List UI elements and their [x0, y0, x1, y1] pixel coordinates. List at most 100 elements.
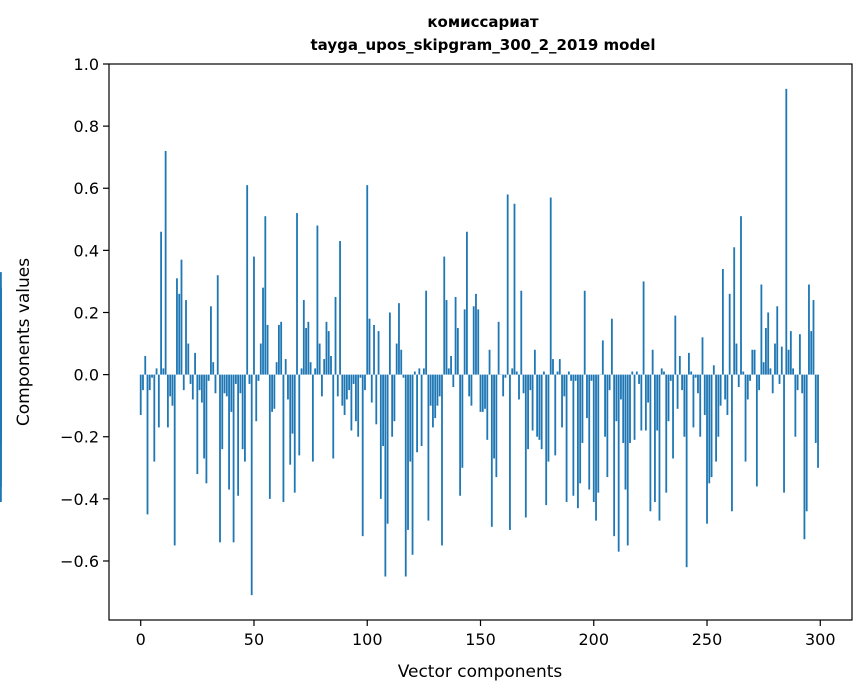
bar-146	[470, 374, 473, 406]
bar-89	[341, 374, 344, 406]
bar-229	[658, 374, 661, 521]
bar-66	[289, 374, 292, 465]
bar-31	[210, 306, 212, 375]
bar-131	[436, 374, 439, 406]
bar-205	[604, 374, 606, 437]
bar-176	[538, 374, 541, 440]
bar-71	[300, 368, 303, 375]
bar-74	[307, 321, 310, 375]
bar-4	[148, 374, 151, 391]
bar-217	[631, 371, 634, 375]
bar-226	[651, 349, 654, 375]
bar-277	[767, 312, 770, 375]
bar-133	[441, 374, 443, 546]
bar-24	[194, 352, 196, 375]
bar-220	[638, 374, 640, 384]
bar-93	[350, 374, 353, 431]
bar-231	[663, 371, 665, 375]
bar-83	[327, 331, 330, 375]
bar-18	[180, 259, 183, 375]
bar-45	[241, 374, 244, 450]
bar-172	[529, 374, 532, 391]
bar-163	[509, 374, 511, 530]
bar-239	[681, 374, 684, 391]
x-tick-label: 50	[244, 630, 264, 649]
bar-161	[504, 374, 507, 378]
bar-96	[357, 374, 360, 437]
bar-257	[721, 269, 724, 375]
bar-210	[615, 374, 618, 422]
bar-181	[549, 197, 552, 375]
bar-40	[230, 374, 233, 412]
bar-127	[427, 374, 430, 521]
bar-132	[438, 374, 441, 397]
bar-77	[314, 368, 317, 375]
bar-143	[463, 309, 466, 375]
bar-41	[232, 374, 235, 543]
y-tick-label: 0.2	[74, 303, 99, 322]
bar-292	[801, 374, 804, 394]
bar-129	[432, 374, 434, 428]
bar-233	[667, 374, 670, 422]
bar-269	[749, 374, 751, 381]
bar-68	[293, 374, 296, 493]
bar-103	[373, 324, 375, 375]
bar-6	[153, 374, 156, 462]
y-tick-label: −0.2	[60, 428, 99, 447]
bar-255	[717, 374, 720, 437]
bar-165	[513, 203, 516, 375]
x-tick-label: 150	[465, 630, 496, 649]
bar-135	[445, 300, 448, 375]
bar-33	[214, 374, 217, 394]
bar-25	[196, 374, 199, 475]
bar-160	[502, 374, 505, 397]
bar-166	[515, 371, 518, 375]
bar-193	[577, 374, 579, 509]
bar-79	[318, 343, 321, 375]
bar-10	[162, 368, 165, 375]
bar-214	[624, 374, 627, 490]
bar-102	[370, 374, 373, 403]
bar-7	[155, 368, 158, 375]
bar-5	[151, 374, 153, 378]
bar-299	[817, 374, 819, 468]
bar-212	[620, 374, 622, 400]
bar-252	[710, 374, 713, 478]
bar-158	[497, 321, 500, 375]
bar-195	[581, 374, 584, 443]
bar-26	[198, 374, 201, 391]
bar-265	[740, 216, 742, 375]
bar-60	[275, 362, 278, 375]
y-tick-label: 1.0	[74, 55, 99, 74]
bar-201	[595, 374, 597, 521]
bar-98	[361, 374, 364, 537]
bar-256	[719, 374, 722, 406]
bar-19	[182, 374, 185, 391]
x-tick-label: 200	[578, 630, 609, 649]
bar-245	[694, 374, 697, 378]
bar-267	[744, 374, 747, 462]
bar-117	[404, 374, 407, 577]
bar-188	[565, 374, 568, 502]
bar-126	[425, 290, 428, 375]
y-tick-label: 0.4	[74, 241, 99, 260]
bar-145	[468, 374, 471, 397]
bar-95	[355, 374, 357, 422]
bar-209	[613, 374, 616, 537]
bar-227	[654, 374, 656, 502]
bar-190	[570, 374, 573, 381]
bar-180	[547, 374, 550, 462]
bar-149	[477, 309, 480, 375]
bar-16	[176, 278, 178, 375]
bar-72	[302, 300, 305, 375]
bar-169	[522, 374, 525, 394]
bar-62	[280, 321, 283, 375]
bar-76	[311, 374, 314, 462]
bar-266	[742, 371, 745, 375]
bar-291	[798, 334, 801, 375]
bar-273	[758, 374, 761, 391]
bar-29	[205, 374, 208, 484]
bar-243	[690, 371, 693, 375]
bar-206	[606, 374, 609, 478]
bar-215	[626, 374, 629, 546]
